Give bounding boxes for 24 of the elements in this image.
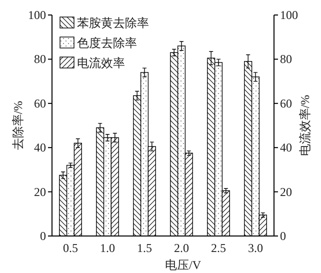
legend-label: 苯胺黄去除率: [77, 16, 149, 30]
x-tick-label: 1.0: [100, 241, 115, 255]
x-tick-label: 1.5: [137, 241, 152, 255]
y-tick-label: 0: [40, 229, 46, 243]
y2-tick-label: 0: [280, 229, 286, 243]
y2-tick-label: 60: [280, 96, 292, 110]
y-tick-label: 20: [34, 184, 46, 199]
y-tick-label: 40: [34, 140, 46, 155]
legend-label: 色度去除率: [77, 36, 137, 50]
x-tick-label: 2.5: [211, 241, 226, 255]
y-axis-title: 去除率/%: [11, 100, 25, 150]
y2-tick-label: 80: [280, 52, 292, 66]
y2-tick-label: 20: [280, 184, 292, 199]
legend-label: 电流效率: [77, 56, 125, 70]
y2-tick-label: 100: [280, 8, 298, 22]
y-tick-label: 100: [28, 8, 46, 22]
x-tick-label: 2.0: [174, 241, 189, 255]
y2-axis-title: 电流效率/%: [298, 94, 312, 156]
x-tick-label: 0.5: [63, 241, 78, 255]
x-axis-title: 电压/V: [165, 258, 202, 272]
y-tick-label: 80: [34, 52, 46, 66]
x-tick-label: 3.0: [248, 241, 263, 255]
y-tick-label: 60: [34, 96, 46, 110]
y2-tick-label: 40: [280, 140, 292, 155]
